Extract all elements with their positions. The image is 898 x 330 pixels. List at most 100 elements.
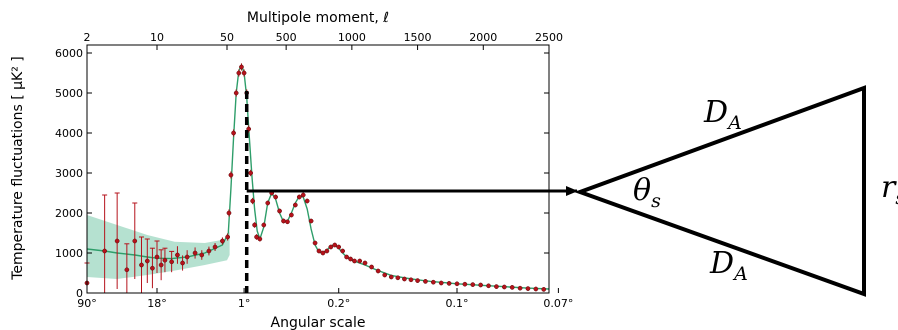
top-tick-label: 1500 <box>404 31 432 44</box>
bottom-tick-label: 1° <box>238 297 251 310</box>
point-marker <box>265 200 271 206</box>
data-point <box>357 258 363 264</box>
point-marker <box>261 222 267 228</box>
point-marker <box>408 277 414 283</box>
data-point <box>206 246 212 256</box>
data-point <box>277 208 282 214</box>
cosmic-variance-band <box>87 215 230 279</box>
data-point <box>212 243 218 251</box>
data-point <box>423 279 428 284</box>
point-marker <box>320 250 326 256</box>
data-point <box>316 248 322 254</box>
point-marker <box>212 244 218 250</box>
point-marker <box>517 285 523 291</box>
angle-label: θs <box>633 173 661 212</box>
angular-diameter-triangle: DA θs DA rs <box>574 85 898 297</box>
data-point <box>304 198 310 204</box>
data-point <box>470 282 476 287</box>
data-point <box>158 249 164 281</box>
data-point <box>408 277 414 283</box>
data-point <box>388 274 394 280</box>
data-point <box>102 194 108 293</box>
data-point <box>340 248 346 254</box>
y-ticks: 0 1000 2000 3000 4000 5000 6000 <box>55 47 549 300</box>
data-point <box>138 236 144 293</box>
point-marker <box>344 254 349 260</box>
data-point <box>533 286 539 292</box>
point-marker <box>233 90 239 96</box>
y-tick-label: 3000 <box>55 167 83 180</box>
point-marker <box>304 198 310 204</box>
point-marker <box>501 284 507 290</box>
data-point <box>501 284 507 290</box>
data-point <box>154 240 160 273</box>
point-marker <box>316 248 322 254</box>
data-point <box>382 272 388 278</box>
y-tick-label: 0 <box>76 287 83 300</box>
data-point <box>114 192 120 289</box>
data-point <box>462 281 468 287</box>
point-marker <box>281 218 286 224</box>
data-point <box>144 238 150 283</box>
point-marker <box>285 219 290 225</box>
data-point <box>332 242 338 248</box>
data-point <box>320 250 326 256</box>
point-marker <box>312 240 318 246</box>
data-points <box>84 63 547 293</box>
data-point <box>486 283 491 289</box>
model-curve <box>87 63 549 290</box>
point-marker <box>250 198 255 204</box>
data-point <box>162 247 168 273</box>
data-point <box>324 248 330 254</box>
bottom-tick-label: 90° <box>77 297 97 310</box>
point-marker <box>340 248 346 254</box>
side-label-top: DA <box>703 95 742 134</box>
point-marker <box>248 170 254 176</box>
point-marker <box>277 208 282 214</box>
top-axis-label: Multipole moment, ℓ <box>247 10 389 26</box>
point-marker <box>273 194 278 200</box>
y-tick-label: 4000 <box>55 127 83 140</box>
point-marker <box>430 279 436 285</box>
data-point <box>296 194 302 200</box>
data-point <box>184 250 190 264</box>
data-point <box>228 171 234 179</box>
data-point <box>415 278 420 283</box>
data-point <box>446 281 452 286</box>
point-marker <box>362 260 368 266</box>
y-tick-label: 2000 <box>55 207 83 220</box>
data-point <box>169 250 175 273</box>
point-marker <box>462 281 468 287</box>
data-point <box>124 243 130 293</box>
data-point <box>192 247 198 259</box>
data-point <box>454 281 460 287</box>
point-marker <box>388 274 394 280</box>
model-line <box>87 63 549 290</box>
side-label-bottom: DA <box>709 246 748 285</box>
data-point <box>478 282 484 288</box>
data-point <box>289 212 294 218</box>
point-marker <box>486 283 491 289</box>
point-marker <box>124 267 130 273</box>
y-tick-label: 5000 <box>55 87 83 100</box>
data-point <box>285 219 290 225</box>
top-tick-label: 10 <box>150 31 164 44</box>
point-marker <box>114 238 120 244</box>
point-marker <box>423 279 428 284</box>
data-point <box>292 202 298 208</box>
point-marker <box>509 285 515 290</box>
data-point <box>369 264 374 270</box>
data-point <box>312 240 318 246</box>
point-marker <box>300 192 306 198</box>
point-marker <box>470 282 476 287</box>
point-marker <box>206 248 212 254</box>
top-tick-label: 2 <box>84 31 91 44</box>
data-point <box>175 246 180 264</box>
data-point <box>220 237 225 245</box>
bottom-tick-label: 0.07° <box>543 297 573 310</box>
top-tick-label: 2500 <box>535 31 563 44</box>
data-point <box>517 285 523 291</box>
point-marker <box>494 284 499 289</box>
data-point <box>328 244 334 250</box>
point-marker <box>292 202 298 208</box>
